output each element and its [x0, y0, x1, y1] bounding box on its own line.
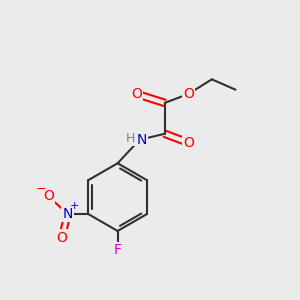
Text: O: O	[183, 136, 194, 150]
Text: −: −	[35, 182, 46, 196]
Text: O: O	[183, 87, 194, 101]
Text: O: O	[131, 87, 142, 101]
Text: F: F	[114, 243, 122, 257]
Text: N: N	[137, 133, 147, 147]
Text: O: O	[56, 231, 67, 244]
Text: O: O	[43, 189, 54, 203]
Text: H: H	[126, 132, 135, 145]
Text: +: +	[70, 201, 79, 211]
Text: N: N	[62, 207, 73, 221]
